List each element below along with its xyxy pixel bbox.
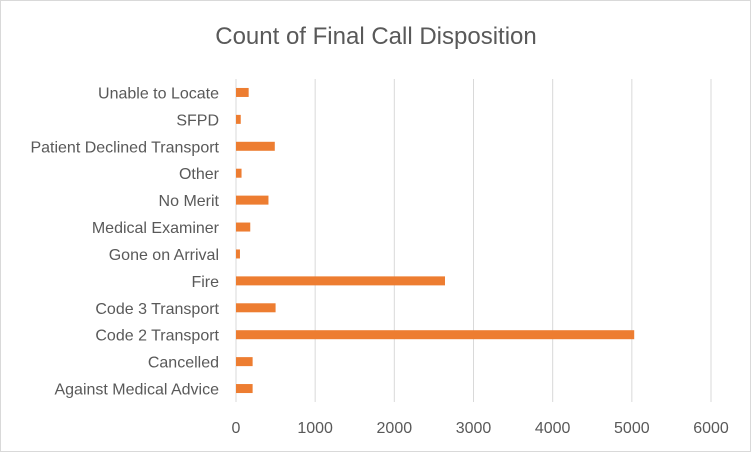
category-label: Cancelled [148, 355, 219, 372]
bar-medical-examiner [236, 222, 251, 232]
category-label: Fire [191, 274, 219, 291]
category-label: Patient Declined Transport [30, 139, 219, 156]
x-tick-label: 1000 [297, 420, 333, 437]
bar-patient-declined-transport [236, 141, 275, 151]
bar-gone-on-arrival [236, 249, 240, 259]
category-label: SFPD [176, 112, 219, 129]
x-tick-label: 6000 [693, 420, 729, 437]
x-tick-label: 3000 [456, 420, 492, 437]
x-tick-labels: 0 1000 2000 3000 4000 5000 6000 [232, 420, 729, 437]
bar-fire [236, 276, 445, 286]
bar-cancelled [236, 357, 253, 367]
x-tick-label: 2000 [377, 420, 413, 437]
category-label: Other [179, 166, 220, 183]
category-label: Against Medical Advice [54, 382, 219, 399]
category-label: Gone on Arrival [109, 247, 219, 264]
bar-unable-to-locate [236, 87, 249, 97]
bar-sfpd [236, 114, 241, 124]
chart-title: Count of Final Call Disposition [215, 23, 536, 50]
x-tick-label: 0 [232, 420, 241, 437]
bar-other [236, 168, 242, 178]
bar-no-merit [236, 195, 269, 205]
category-label: Code 2 Transport [95, 328, 219, 345]
x-tick-label: 5000 [614, 420, 650, 437]
bar-code-2-transport [236, 330, 635, 340]
category-label: No Merit [159, 193, 220, 210]
x-tick-label: 4000 [535, 420, 571, 437]
category-labels: Unable to Locate SFPD Patient Declined Tra… [30, 85, 219, 398]
bar-code-3-transport [236, 303, 276, 313]
gridlines [235, 79, 712, 402]
category-label: Medical Examiner [92, 220, 220, 237]
bar-against-medical-advice [236, 384, 253, 394]
bars [236, 87, 635, 394]
category-label: Unable to Locate [98, 85, 219, 102]
category-label: Code 3 Transport [95, 301, 219, 318]
